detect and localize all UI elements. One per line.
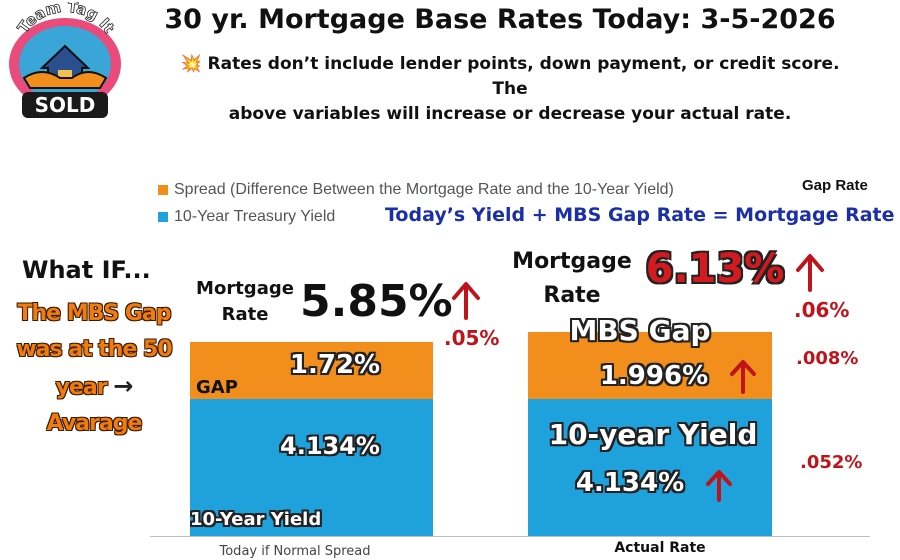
legend-label-yield: 10-Year Treasury Yield: [174, 208, 336, 225]
actual-yield-name: 10-year Yield: [548, 418, 758, 451]
disclaimer: 💥 Rates don’t include lender points, dow…: [160, 52, 860, 127]
formula-text: Today’s Yield + MBS Gap Rate = Mortgage …: [385, 204, 895, 226]
page-title: 30 yr. Mortgage Base Rates Today: 3-5-20…: [164, 4, 836, 35]
actual-mortgage-change: .06%: [794, 298, 850, 322]
normal-mortgage-rate-value: 5.85%: [300, 276, 453, 327]
what-if-description: The MBS Gap was at the 50 year → Avarage: [6, 296, 182, 442]
disclaimer-line-2: above variables will increase or decreas…: [228, 104, 792, 124]
legend-item-yield: 10-Year Treasury Yield: [158, 208, 335, 226]
bar-actual-gap: [528, 332, 772, 399]
actual-yield-change: .052%: [800, 452, 863, 473]
bar-actual-yield: [528, 398, 772, 536]
what-if-line-1: The MBS Gap: [17, 301, 171, 326]
actual-gap-value: 1.996%: [599, 361, 709, 391]
actual-gap-name: MBS Gap: [569, 314, 711, 347]
legend-item-spread: Spread (Difference Between the Mortgage …: [158, 181, 674, 199]
up-arrow-icon: [730, 360, 756, 394]
normal-mortgage-rate-label: Mortgage Rate: [196, 278, 294, 325]
what-if-heading: What IF...: [22, 256, 151, 284]
up-arrow-icon: [796, 254, 824, 292]
what-if-line-4: Avarage: [46, 411, 143, 436]
team-tag-it-sold-logo: Team Tag It SOLD: [9, 2, 121, 118]
what-if-line-3: year →: [55, 372, 134, 400]
actual-mortgage-rate-value: 6.13%: [645, 246, 785, 292]
up-arrow-icon: [452, 282, 480, 320]
normal-gap-value: 1.72%: [289, 350, 381, 380]
actual-yield-value: 4.134%: [575, 468, 685, 498]
right-arrow-icon: →: [113, 372, 133, 400]
normal-gap-name: GAP: [196, 377, 238, 398]
gap-rate-note: Gap Rate: [802, 177, 868, 194]
normal-yield-name: 10-Year Yield: [190, 509, 322, 530]
actual-gap-change: .008%: [796, 348, 859, 369]
what-if-line-2: was at the 50: [16, 337, 172, 362]
up-arrow-icon: [706, 470, 732, 502]
category-label-normal: Today if Normal Spread: [219, 544, 371, 559]
category-label-actual: Actual Rate: [614, 540, 706, 556]
normal-mortgage-change: .05%: [444, 326, 500, 350]
actual-mortgage-rate-label: Mortgage Rate: [512, 249, 632, 308]
x-axis-line: [150, 536, 870, 537]
legend-swatch-yield: [158, 211, 168, 222]
disclaimer-line-1: 💥 Rates don’t include lender points, dow…: [180, 54, 840, 99]
svg-text:SOLD: SOLD: [35, 93, 96, 117]
bar-normal-gap: [190, 341, 433, 399]
legend-swatch-spread: [158, 184, 168, 195]
bar-normal-yield: [190, 398, 433, 536]
normal-yield-value: 4.134%: [280, 432, 380, 460]
legend-label-spread: Spread (Difference Between the Mortgage …: [174, 181, 674, 198]
